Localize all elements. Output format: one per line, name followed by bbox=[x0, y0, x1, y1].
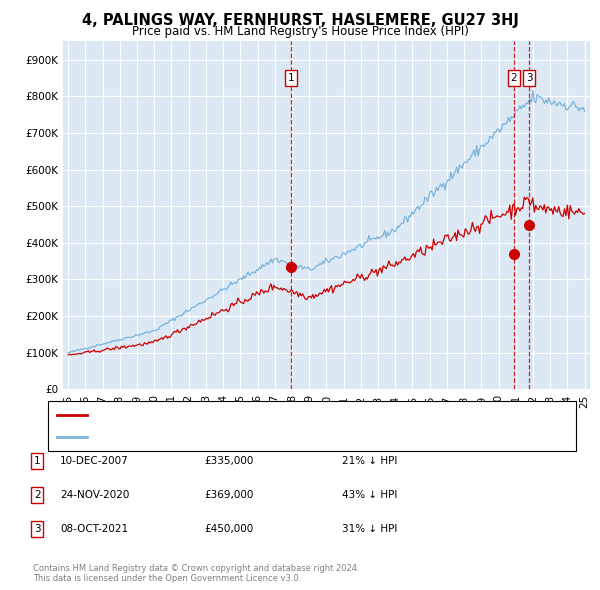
Text: 1: 1 bbox=[287, 73, 294, 83]
Text: £450,000: £450,000 bbox=[204, 524, 253, 533]
Text: 10-DEC-2007: 10-DEC-2007 bbox=[60, 457, 129, 466]
Text: 4, PALINGS WAY, FERNHURST, HASLEMERE, GU27 3HJ: 4, PALINGS WAY, FERNHURST, HASLEMERE, GU… bbox=[82, 13, 518, 28]
Text: Contains HM Land Registry data © Crown copyright and database right 2024.
This d: Contains HM Land Registry data © Crown c… bbox=[33, 563, 359, 583]
Text: 4, PALINGS WAY, FERNHURST, HASLEMERE, GU27 3HJ (detached house): 4, PALINGS WAY, FERNHURST, HASLEMERE, GU… bbox=[92, 410, 464, 420]
Text: 2: 2 bbox=[34, 490, 41, 500]
Text: Price paid vs. HM Land Registry's House Price Index (HPI): Price paid vs. HM Land Registry's House … bbox=[131, 25, 469, 38]
Text: 2: 2 bbox=[511, 73, 517, 83]
Text: £335,000: £335,000 bbox=[204, 457, 253, 466]
Text: 3: 3 bbox=[526, 73, 532, 83]
Text: 21% ↓ HPI: 21% ↓ HPI bbox=[342, 457, 397, 466]
Text: 1: 1 bbox=[34, 457, 41, 466]
Text: 3: 3 bbox=[34, 524, 41, 533]
Text: 24-NOV-2020: 24-NOV-2020 bbox=[60, 490, 130, 500]
Text: 43% ↓ HPI: 43% ↓ HPI bbox=[342, 490, 397, 500]
Text: HPI: Average price, detached house, Chichester: HPI: Average price, detached house, Chic… bbox=[92, 432, 341, 442]
Text: 08-OCT-2021: 08-OCT-2021 bbox=[60, 524, 128, 533]
Text: £369,000: £369,000 bbox=[204, 490, 253, 500]
Text: 31% ↓ HPI: 31% ↓ HPI bbox=[342, 524, 397, 533]
